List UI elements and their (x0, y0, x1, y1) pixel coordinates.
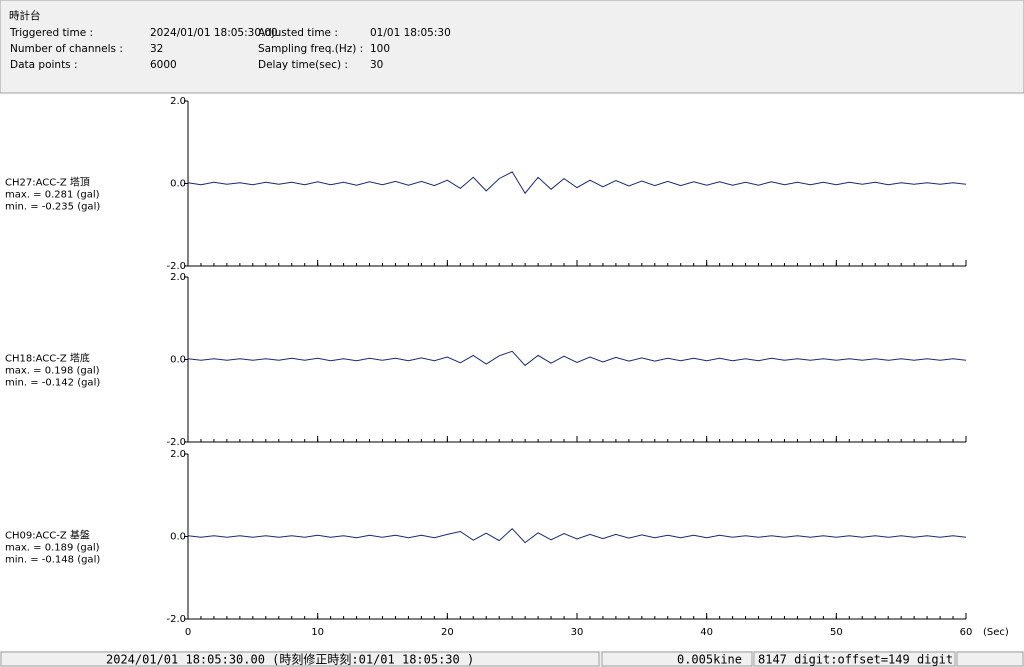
status: 2024/01/01 18:05:30.00 (時刻修正時刻:01/01 18:… (106, 652, 953, 667)
channel-max: max. = 0.189 (gal) (5, 543, 100, 554)
y-tick-label: -2.0 (166, 614, 186, 625)
status-cell (601, 651, 753, 667)
status-timestamp: 2024/01/01 18:05:30.00 (時刻修正時刻:01/01 18:… (106, 652, 474, 667)
station-title: 時計台 (9, 9, 41, 22)
field-value: 100 (370, 43, 390, 55)
x-tick-label: 20 (441, 627, 454, 638)
y-tick-label: 2.0 (170, 272, 186, 283)
channel-max: max. = 0.198 (gal) (5, 366, 100, 377)
channel-name: CH09:ACC-Z 基盤 (5, 529, 90, 542)
x-tick-label: 60 (960, 627, 973, 638)
status-cell (956, 651, 1024, 667)
status-digit: 8147 digit:offset=149 digit (758, 653, 953, 667)
field-label: Delay time(sec) : (258, 59, 348, 71)
y-tick-label: 2.0 (170, 96, 186, 107)
channel-min: min. = -0.235 (gal) (5, 202, 100, 213)
channel-name: CH27:ACC-Z 塔頂 (5, 176, 90, 189)
x-tick-label: 50 (830, 627, 843, 638)
channel-min: min. = -0.142 (gal) (5, 378, 100, 389)
channel-name: CH18:ACC-Z 塔底 (5, 352, 90, 365)
field-label: Data points : (10, 59, 78, 71)
field-value: 32 (150, 43, 163, 55)
status-unit: 0.005kine (677, 653, 742, 667)
field-value: 30 (370, 59, 383, 71)
x-tick-label: 30 (571, 627, 584, 638)
field-label: Number of channels : (10, 43, 123, 55)
field-label: Adjusted time : (258, 27, 338, 39)
status-bar (0, 651, 1024, 667)
status-cell (753, 651, 956, 667)
y-tick-label: -2.0 (166, 261, 186, 272)
x-tick-label: 40 (700, 627, 713, 638)
header: 時計台 Triggered time : 2024/01/01 18:05:30.… (9, 9, 451, 71)
y-tick-label: -2.0 (166, 437, 186, 448)
x-axis-label: (Sec) (983, 627, 1009, 638)
field-label: Triggered time : (9, 27, 93, 39)
channel-max: max. = 0.281 (gal) (5, 190, 100, 201)
channel-min: min. = -0.148 (gal) (5, 555, 100, 566)
y-tick-label: 2.0 (170, 449, 186, 460)
field-value: 01/01 18:05:30 (370, 27, 451, 39)
field-value: 2024/01/01 18:05:30.00 (150, 27, 278, 39)
y-tick-label: 0.0 (170, 355, 186, 366)
header-panel (0, 0, 1024, 94)
field-value: 6000 (150, 59, 177, 71)
field-label: Sampling freq.(Hz) : (258, 43, 363, 55)
waveform (187, 350, 967, 367)
waveform (187, 527, 967, 544)
y-tick-label: 0.0 (170, 532, 186, 543)
x-tick-label: 0 (185, 627, 191, 638)
x-tick-label: 10 (311, 627, 324, 638)
status-cell (0, 651, 600, 667)
y-tick-label: 0.0 (170, 179, 186, 190)
waveform (187, 171, 967, 195)
